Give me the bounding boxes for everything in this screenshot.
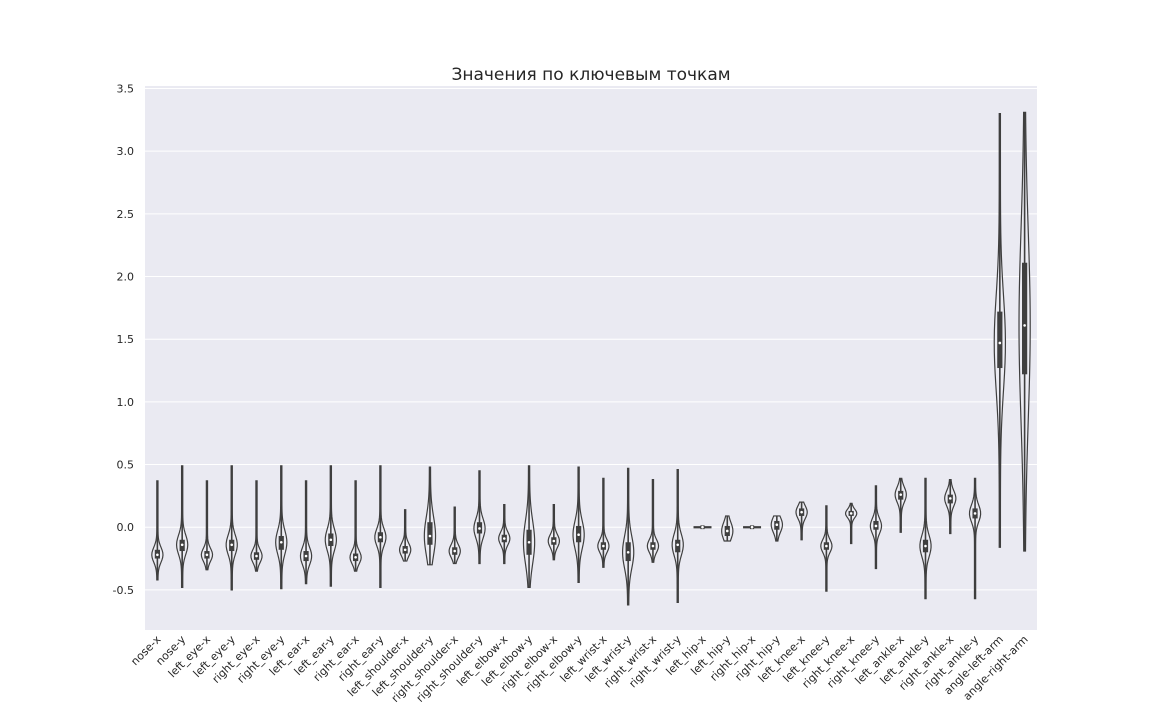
violin-median [924, 544, 927, 548]
violin-right_wrist-y [671, 468, 684, 604]
violin-left_ankle-x [894, 477, 907, 533]
violin-median [750, 525, 754, 529]
violin-median [478, 527, 481, 530]
violin-left_knee-y [820, 505, 833, 592]
violin-median [329, 538, 333, 542]
violins [151, 111, 1031, 606]
violin-right_hip-y [770, 515, 784, 542]
x-axis-ticks: nose-xnose-yleft_eye-xleft_eye-yright_ey… [128, 633, 1030, 705]
violin-median [701, 525, 704, 529]
violin-iqr [427, 522, 433, 545]
violin-left_wrist-x [597, 477, 610, 568]
violin-median [577, 533, 580, 537]
violin-iqr [1022, 262, 1028, 375]
violin-median [279, 540, 283, 544]
grid-lines [145, 88, 1037, 591]
violin-median [527, 540, 531, 544]
violin-median [948, 497, 952, 500]
y-tick-label: 1.5 [117, 333, 135, 346]
violin-angle-right-arm [1018, 111, 1031, 552]
violin-right_ear-x [349, 480, 362, 572]
violin-median [502, 537, 506, 540]
violin-median [825, 544, 828, 548]
violin-left_ankle-y [919, 477, 932, 600]
y-tick-label: 1.0 [117, 396, 135, 409]
violin-right_eye-y [275, 465, 288, 590]
violin-left_knee-x [795, 501, 808, 541]
violin-median [800, 510, 803, 514]
violin-median [849, 512, 853, 515]
violin-median [453, 549, 457, 553]
y-tick-label: 2.0 [117, 271, 135, 284]
violin-right_ear-y [374, 465, 387, 588]
violin-right_shoulder-y [473, 470, 486, 565]
violin-median [998, 341, 1002, 345]
violin-median [156, 553, 159, 557]
violin-median [354, 555, 357, 559]
violin-right_wrist-x [646, 478, 660, 563]
violin-left_ear-x [299, 480, 313, 585]
violin-right_knee-y [869, 485, 883, 570]
y-tick-label: 0.5 [117, 459, 135, 472]
violin-angle-left-arm [993, 112, 1007, 548]
violin-median [973, 512, 977, 515]
violin-median [874, 524, 878, 528]
y-axis-ticks: -0.5 0.0 0.5 1.0 1.5 2.0 2.5 3.0 3.5 [113, 83, 134, 597]
violin-median [626, 550, 630, 554]
violin-left_elbow-x [498, 504, 511, 565]
violin-median [651, 544, 655, 548]
violin-median [899, 493, 903, 496]
y-tick-label: 3.0 [117, 145, 135, 158]
violin-left_eye-x [200, 480, 214, 571]
violin-right_elbow-y [572, 466, 585, 583]
violin-left_hip-y [721, 515, 734, 542]
violin-median [428, 534, 432, 538]
violin-right_eye-x [250, 480, 263, 572]
violin-nose-y [175, 465, 189, 588]
violin-median [255, 554, 258, 558]
plot-background [145, 86, 1037, 630]
violin-right_elbow-x [547, 504, 561, 561]
violin-nose-x [151, 480, 164, 581]
chart-title: Значения по ключевым точкам [451, 65, 730, 85]
violin-right_hip-x [743, 525, 762, 530]
violin-median [676, 543, 680, 547]
violin-median [775, 523, 779, 527]
violin-iqr [997, 311, 1003, 369]
y-tick-label: 2.5 [117, 208, 135, 221]
violin-left_wrist-y [621, 467, 635, 606]
violin-median [205, 553, 209, 557]
violin-right_shoulder-x [448, 506, 461, 565]
violin-left_eye-y [225, 465, 238, 591]
violin-median [180, 543, 184, 547]
violin-median [725, 529, 729, 533]
violin-right_ankle-y [968, 477, 982, 600]
violin-median [602, 544, 605, 548]
violin-median [230, 543, 234, 547]
violin-median [403, 548, 407, 552]
violin-left_shoulder-x [398, 509, 412, 562]
violin-left_elbow-y [522, 465, 536, 588]
violin-right_ankle-x [944, 478, 957, 535]
y-tick-label: -0.5 [113, 584, 134, 597]
violin-left_hip-x [693, 525, 712, 530]
violin-median [379, 535, 382, 539]
y-tick-label: 0.0 [117, 521, 135, 534]
violin-median [304, 554, 308, 558]
violin-right_knee-x [844, 502, 858, 545]
violin-median [1023, 324, 1026, 327]
violin-left_shoulder-y [423, 466, 437, 566]
violin-median [552, 539, 556, 543]
y-tick-label: 3.5 [117, 83, 135, 96]
violin-left_ear-y [324, 465, 338, 587]
